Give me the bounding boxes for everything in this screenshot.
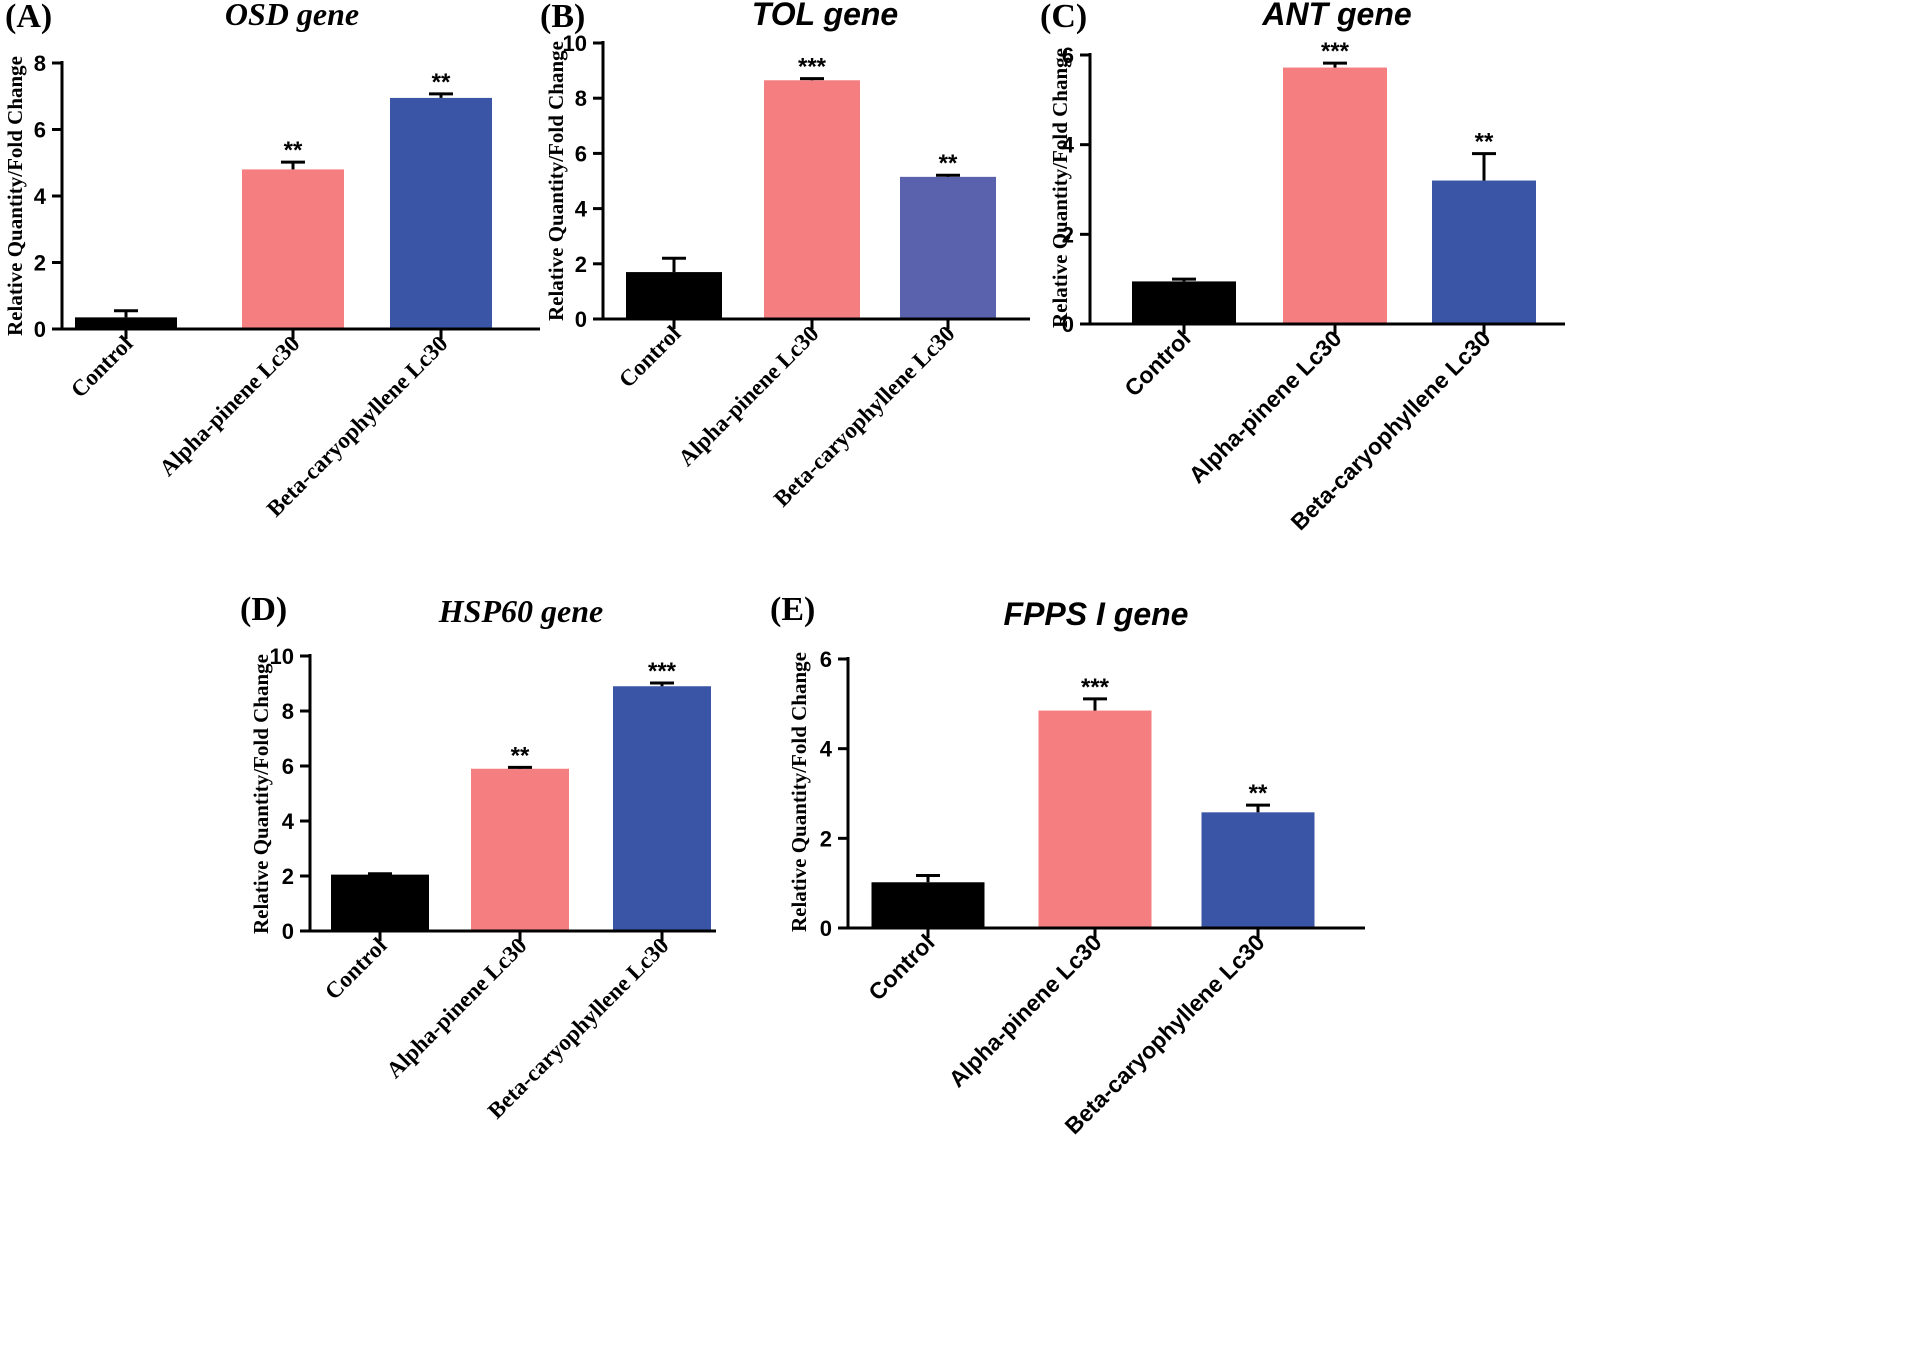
x-tick-label: Control (320, 933, 392, 1005)
significance-marker: ** (1475, 129, 1494, 156)
y-tick-label: 4 (575, 197, 588, 222)
significance-marker: *** (1081, 674, 1110, 701)
x-tick-label: Alpha-pinene Lc30 (381, 933, 531, 1083)
panel-a: (A) OSD gene Relative Quantity/Fold Change… (3, 0, 540, 522)
chart-title: FPPS I gene (1004, 596, 1189, 632)
x-tick-label: Control (1119, 325, 1195, 401)
y-tick-label: 8 (34, 51, 46, 76)
bar-alpha-pinene (1283, 67, 1387, 324)
y-axis-label: Relative Quantity/Fold Change (544, 41, 568, 321)
panel-letter: (A) (5, 0, 52, 35)
y-tick-label: 0 (1062, 312, 1074, 337)
bar-alpha-pinene (764, 80, 860, 319)
bar-beta-caryophyllene (1201, 812, 1315, 928)
y-tick-label: 8 (282, 699, 294, 724)
y-tick-label: 2 (34, 251, 46, 276)
panel-c: (C) ANT gene Relative Quantity/Fold Change… (1040, 0, 1565, 535)
significance-marker: *** (1321, 38, 1350, 65)
y-tick-label: 2 (1062, 222, 1074, 247)
bar-alpha-pinene (1038, 710, 1152, 928)
significance-marker: ** (284, 137, 303, 164)
y-tick-label: 2 (820, 826, 832, 851)
y-axis-label: Relative Quantity/Fold Change (249, 654, 273, 934)
y-tick-label: 6 (282, 754, 294, 779)
bar-beta-caryophyllene (390, 97, 492, 329)
x-tick-label: Control (863, 929, 939, 1005)
x-tick-label: Control (614, 321, 686, 393)
panel-d: (D) HSP60 gene Relative Quantity/Fold Chan… (240, 591, 716, 1124)
bar-beta-caryophyllene (1432, 180, 1536, 324)
x-tick-label: Alpha-pinene Lc30 (154, 331, 304, 481)
bar-beta-caryophyllene (613, 686, 711, 931)
y-tick-label: 10 (270, 644, 294, 669)
significance-marker: ** (1249, 780, 1268, 807)
y-tick-label: 0 (575, 307, 587, 332)
y-tick-label: 2 (282, 864, 294, 889)
y-tick-label: 6 (1062, 43, 1074, 68)
panel-letter: (E) (770, 591, 815, 628)
panel-letter: (C) (1040, 0, 1087, 35)
y-tick-label: 0 (34, 317, 46, 342)
bar-control (1132, 281, 1236, 324)
y-axis-label: Relative Quantity/Fold Change (787, 652, 811, 932)
y-tick-label: 6 (575, 141, 587, 166)
y-tick-label: 0 (282, 919, 294, 944)
chart-title: HSP60 gene (438, 593, 603, 629)
chart-title: ANT gene (1261, 0, 1411, 32)
y-tick-label: 2 (575, 252, 587, 277)
x-tick-label: Alpha-pinene Lc30 (1184, 325, 1347, 488)
y-tick-label: 0 (820, 916, 832, 941)
y-tick-label: 4 (282, 809, 295, 834)
bar-control (331, 874, 429, 931)
panel-letter: (D) (240, 591, 287, 628)
y-tick-label: 10 (563, 31, 587, 56)
bar-alpha-pinene (471, 768, 569, 931)
panel-b: (B) TOL gene Relative Quantity/Fold Change… (540, 0, 1030, 512)
y-tick-label: 8 (575, 86, 587, 111)
x-tick-label: Alpha-pinene Lc30 (944, 929, 1107, 1092)
y-tick-label: 4 (1062, 133, 1075, 158)
bar-control (626, 272, 722, 319)
panel-e: (E) FPPS I gene Relative Quantity/Fold Cha… (770, 591, 1365, 1139)
chart-title: OSD gene (225, 0, 359, 32)
bar-control (75, 317, 177, 329)
significance-marker: ** (939, 150, 958, 177)
bar-alpha-pinene (242, 169, 344, 329)
x-tick-label: Control (66, 331, 138, 403)
y-tick-label: 4 (820, 737, 833, 762)
panel-letter: (B) (540, 0, 585, 35)
y-tick-label: 4 (34, 184, 47, 209)
bar-control (871, 882, 985, 928)
y-axis-label: Relative Quantity/Fold Change (3, 56, 27, 336)
significance-marker: *** (648, 658, 677, 685)
chart-title: TOL gene (752, 0, 898, 32)
y-tick-label: 6 (820, 647, 832, 672)
significance-marker: ** (432, 69, 451, 96)
significance-marker: ** (511, 742, 530, 769)
bar-beta-caryophyllene (900, 176, 996, 319)
y-tick-label: 6 (34, 118, 46, 143)
y-axis-label: Relative Quantity/Fold Change (1048, 48, 1072, 328)
significance-marker: *** (798, 54, 827, 81)
x-tick-label: Alpha-pinene Lc30 (673, 321, 823, 471)
